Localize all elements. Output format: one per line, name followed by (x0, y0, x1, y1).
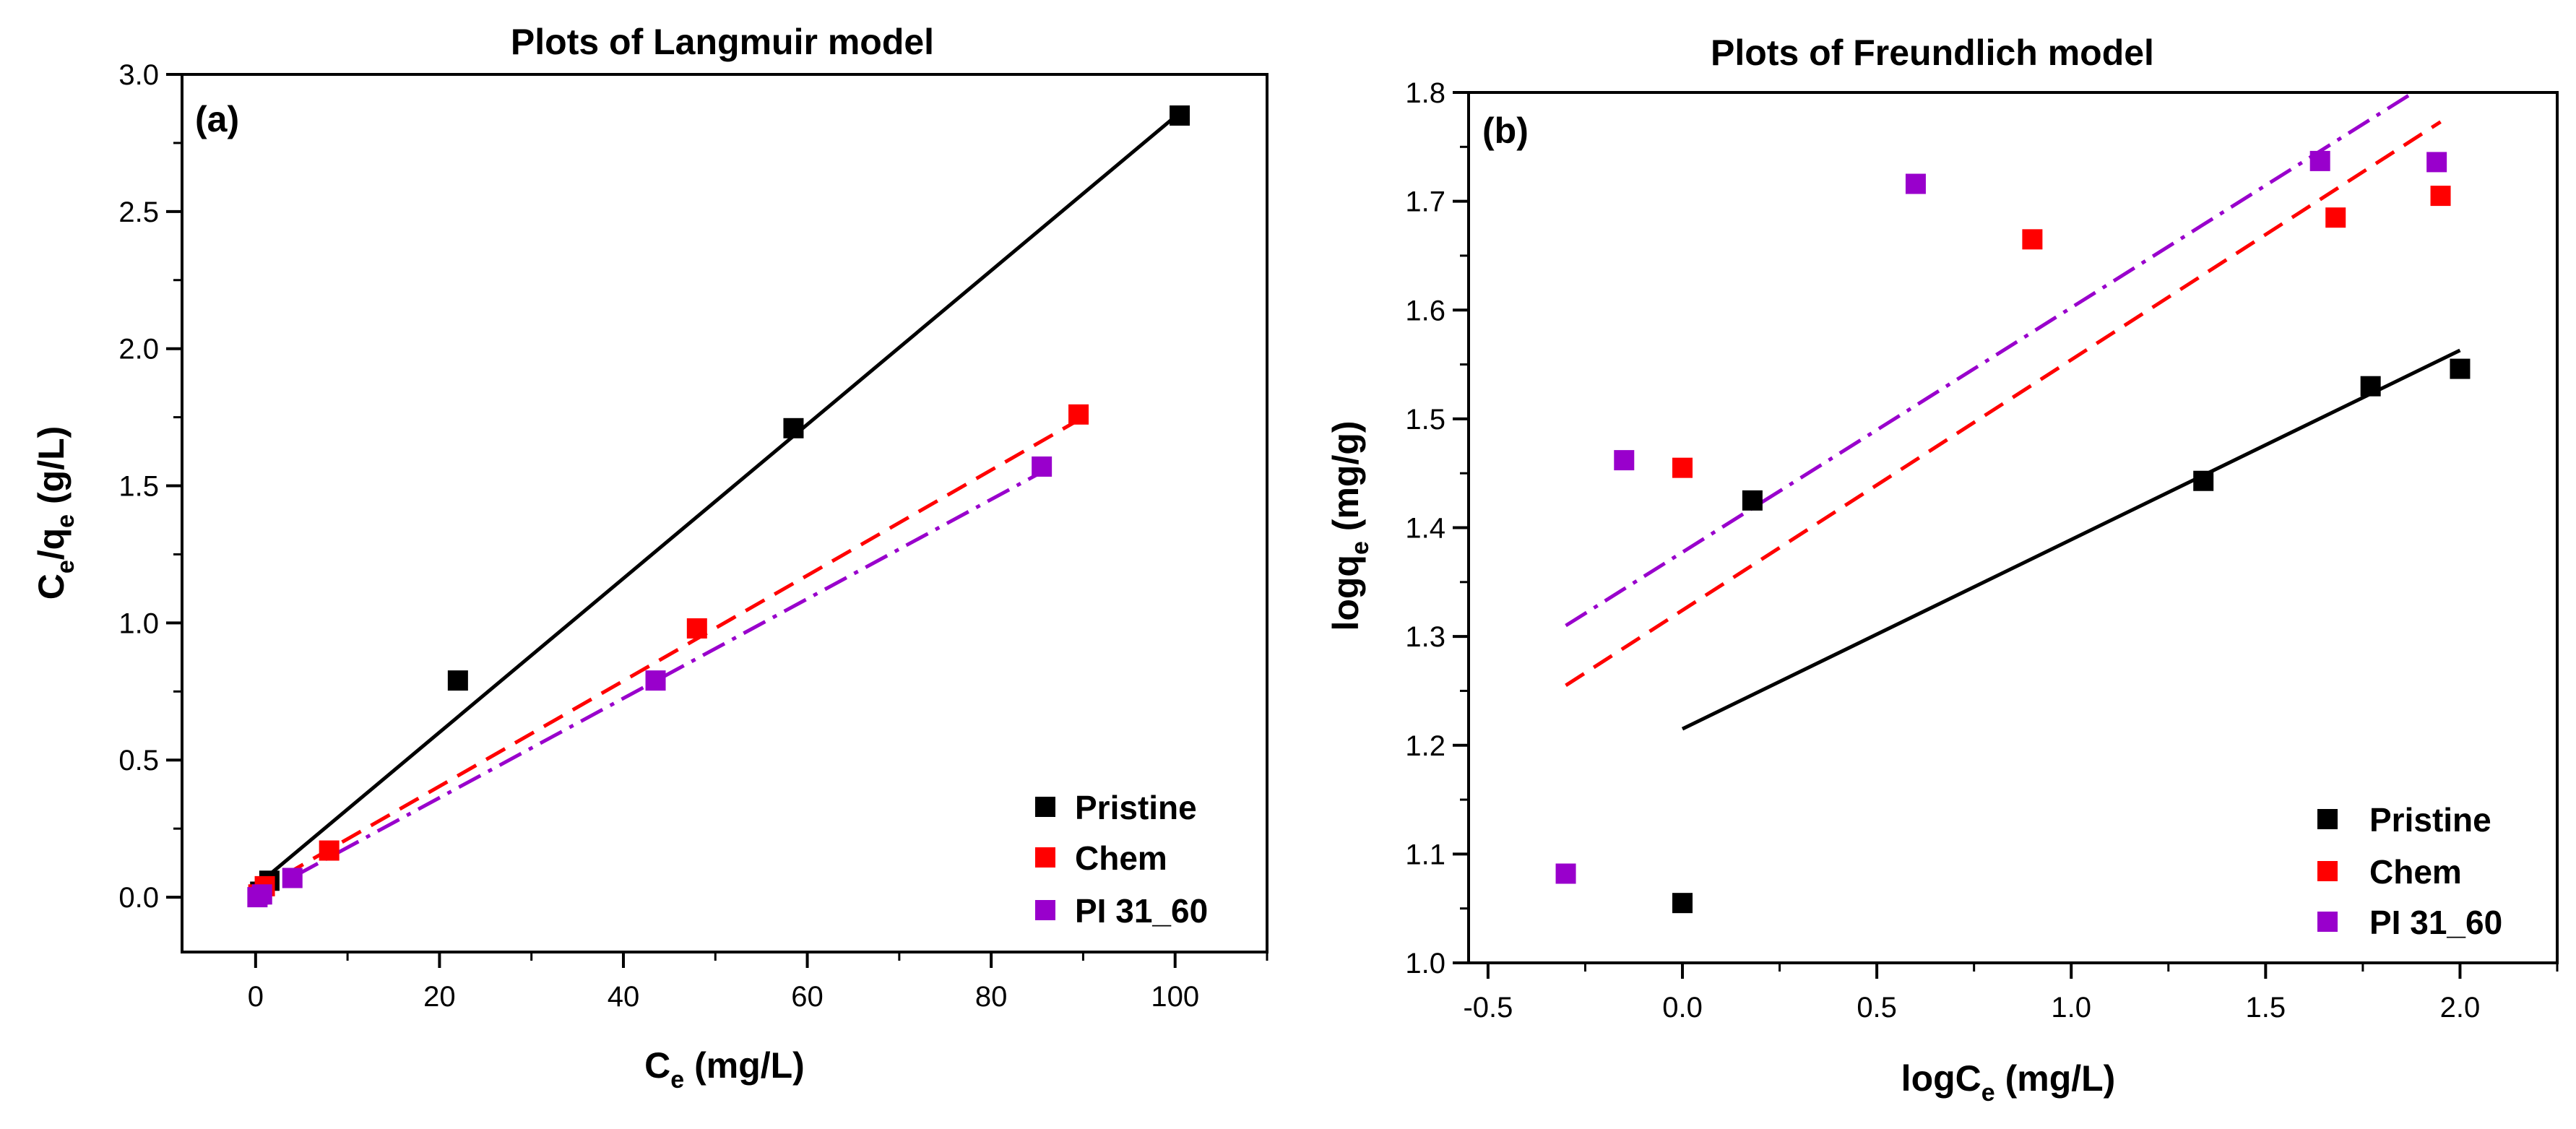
chart-b-point-0-4 (2450, 358, 2471, 379)
chart-a-ytick-label: 2.0 (118, 334, 159, 365)
chart-b-ytick-label: 1.2 (1405, 730, 1445, 762)
chart-a-points (247, 105, 1190, 908)
chart-a-panel-label: (a) (195, 99, 239, 139)
chart-b-xtick-label: 0.0 (1662, 992, 1703, 1024)
chart-b-legend-marker-pi (2317, 912, 2338, 932)
chart-a-point-1-3 (686, 618, 707, 639)
chart-a-frame (181, 73, 1268, 953)
chart-b-fit-line-0 (1681, 348, 2461, 731)
chart-a-ytick-label: 3.0 (118, 59, 159, 91)
chart-a-ytick-label: 2.5 (118, 196, 159, 228)
chart-a-point-2-3 (645, 670, 666, 691)
chart-b-ytick-label: 1.4 (1405, 513, 1445, 545)
chart-a-ytick-label: 1.0 (118, 607, 159, 639)
chart-a-xtick-label: 60 (791, 981, 824, 1013)
chart-b-fit-line-1 (1565, 120, 2442, 688)
chart-a-fit-lines (254, 111, 1181, 899)
chart-a-point-2-1 (251, 884, 272, 905)
chart-a-legend-marker-pi (1035, 900, 1055, 920)
chart-b-point-0-2 (2193, 470, 2214, 491)
chart-b-point-0-0 (1672, 893, 1693, 914)
chart-b-xtick-label: 2.0 (2440, 992, 2481, 1024)
chart-b-panel-label: (b) (1482, 111, 1529, 151)
chart-a-legend-label-pi: PI 31_60 (1075, 892, 1208, 930)
chart-b-legend-label-pristine: Pristine (2369, 801, 2491, 839)
chart-a-ylabel: Ce/qe (g/L) (31, 426, 79, 600)
chart-b-ytick-label: 1.3 (1405, 621, 1445, 653)
chart-b-point-1-3 (2430, 186, 2451, 207)
chart-a-xtick-label: 0 (248, 981, 264, 1013)
chart-b-point-2-3 (2309, 150, 2330, 171)
chart-b-ytick-label: 1.0 (1405, 948, 1445, 979)
chart-b-xtick-label: 0.5 (1857, 992, 1897, 1024)
chart-a-point-1-2 (319, 840, 340, 861)
chart-b-point-0-3 (2360, 376, 2381, 397)
chart-b-ylabel: logqe (mg/g) (1326, 420, 1374, 631)
chart-b-xtick-label: -0.5 (1463, 992, 1513, 1024)
chart-a-ticks: 0 20 40 60 80 100 0.0 0.5 1.0 1.5 2.0 2.5 3.0 (118, 59, 1268, 1013)
chart-b: Plots of Freundlich model (b) -0.5 0.0 0.5… (1326, 33, 2559, 1107)
chart-b-legend-marker-chem (2317, 861, 2338, 881)
chart-b-legend: Pristine Chem PI 31_60 (2317, 801, 2502, 941)
chart-b-xlabel: logCe (mg/L) (1901, 1058, 2116, 1107)
chart-b-ytick-label: 1.1 (1405, 839, 1445, 870)
chart-a-point-1-4 (1068, 404, 1089, 425)
chart-b-point-2-4 (2426, 152, 2447, 173)
chart-a-xtick-label: 100 (1151, 981, 1199, 1013)
chart-a-point-0-2 (447, 670, 468, 691)
chart-b-fit-line-2 (1565, 90, 2415, 628)
chart-a-legend: Pristine Chem PI 31_60 (1035, 789, 1208, 930)
chart-b-legend-label-chem: Chem (2369, 853, 2462, 891)
chart-b-points (1555, 150, 2471, 914)
chart-a-fit-line-0 (254, 111, 1181, 888)
chart-b-ticks: -0.5 0.0 0.5 1.0 1.5 2.0 1.0 1.1 1.2 1.3 1.4 1.5 1.6… (1405, 77, 2559, 1024)
chart-a-legend-item-chem: Chem (1035, 839, 1167, 877)
chart-a-xtick-label: 20 (423, 981, 456, 1013)
chart-a: Plots of Langmuir model (a) 0 20 40 60 80 100… (31, 22, 1268, 1094)
chart-b-ytick-label: 1.7 (1405, 186, 1445, 218)
chart-a-legend-marker-pristine (1035, 797, 1055, 817)
chart-a-xtick-label: 80 (975, 981, 1008, 1013)
chart-b-point-2-0 (1555, 863, 1576, 884)
chart-b-point-2-2 (1905, 173, 1926, 194)
chart-b-legend-marker-pristine (2317, 809, 2338, 829)
chart-b-legend-item-chem: Chem (2317, 853, 2462, 891)
chart-b-xtick-label: 1.5 (2246, 992, 2286, 1024)
chart-b-xtick-label: 1.0 (2051, 992, 2091, 1024)
chart-a-fit-line-1 (254, 418, 1080, 894)
chart-b-point-1-1 (2022, 229, 2043, 250)
chart-a-xtick-label: 40 (608, 981, 640, 1013)
chart-a-xlabel: Ce (mg/L) (644, 1045, 805, 1094)
chart-a-point-0-3 (783, 418, 804, 438)
chart-a-legend-label-pristine: Pristine (1075, 789, 1197, 826)
chart-a-ytick-label: 1.5 (118, 471, 159, 503)
chart-b-title: Plots of Freundlich model (1711, 33, 2154, 73)
chart-a-point-0-4 (1170, 105, 1190, 126)
chart-a-title: Plots of Langmuir model (511, 22, 934, 62)
chart-a-ytick-label: 0.0 (118, 882, 159, 914)
chart-a-point-2-4 (1032, 456, 1053, 477)
chart-a-legend-item-pi: PI 31_60 (1035, 892, 1208, 930)
chart-b-legend-item-pristine: Pristine (2317, 801, 2491, 839)
chart-b-ytick-label: 1.5 (1405, 404, 1445, 436)
chart-a-point-2-2 (282, 868, 303, 888)
chart-b-legend-label-pi: PI 31_60 (2369, 904, 2502, 941)
chart-a-ytick-label: 0.5 (118, 745, 159, 777)
chart-b-point-2-1 (1614, 450, 1635, 471)
chart-b-fit-lines (1565, 90, 2461, 731)
chart-b-ytick-label: 1.8 (1405, 77, 1445, 109)
chart-b-point-1-0 (1672, 457, 1693, 478)
chart-a-legend-label-chem: Chem (1075, 839, 1167, 877)
chart-b-legend-item-pi: PI 31_60 (2317, 904, 2502, 941)
chart-a-fit-line-2 (254, 470, 1043, 899)
chart-b-point-1-2 (2325, 207, 2346, 228)
chart-a-legend-item-pristine: Pristine (1035, 789, 1197, 826)
chart-a-legend-marker-chem (1035, 847, 1055, 868)
chart-b-ytick-label: 1.6 (1405, 295, 1445, 326)
chart-b-point-0-1 (1742, 490, 1763, 511)
